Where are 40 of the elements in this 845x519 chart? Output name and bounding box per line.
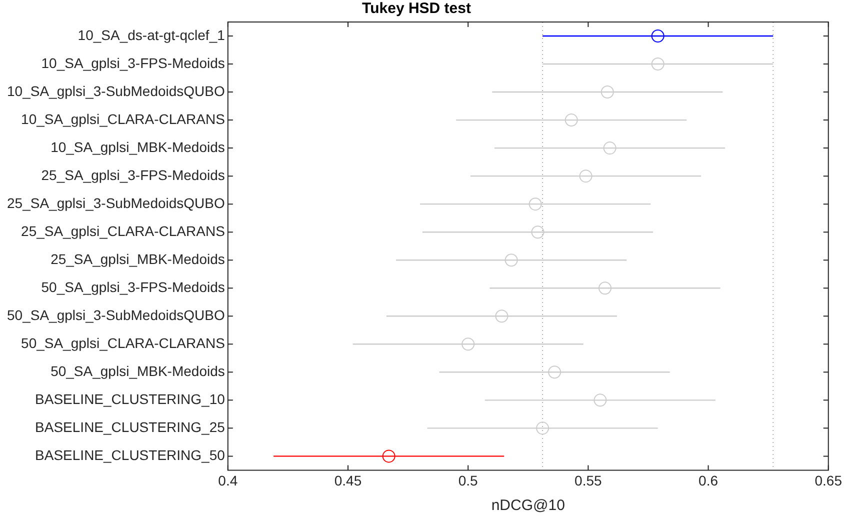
y-tick-label: 50_SA_gplsi_CLARA-CLARANS — [21, 335, 225, 352]
y-tick-label: 50_SA_gplsi_3-SubMedoidsQUBO — [6, 306, 226, 323]
y-tick-label: 25_SA_gplsi_MBK-Medoids — [50, 250, 225, 267]
y-tick-label: 10_SA_gplsi_3-FPS-Medoids — [41, 54, 225, 71]
y-tick-label: BASELINE_CLUSTERING_50 — [35, 447, 226, 464]
y-tick-label: 25_SA_gplsi_3-FPS-Medoids — [41, 166, 225, 183]
x-tick-label: 0.4 — [218, 472, 238, 488]
point — [598, 282, 612, 295]
y-tick-label: 10_SA_ds-at-gt-qclef_1 — [78, 26, 226, 43]
point — [536, 422, 550, 435]
point — [528, 198, 542, 211]
point — [594, 394, 607, 407]
y-tick-label: 10_SA_gplsi_3-SubMedoidsQUBO — [6, 82, 226, 99]
point — [504, 254, 518, 267]
point — [651, 58, 664, 71]
x-tick-label: 0.55 — [574, 472, 602, 488]
x-axis-title: nDCG@10 — [491, 497, 565, 514]
point — [382, 450, 396, 463]
point — [548, 366, 562, 379]
point — [651, 30, 664, 43]
y-tick-label: BASELINE_CLUSTERING_25 — [35, 419, 226, 436]
point — [531, 226, 544, 239]
x-tick-label: 0.65 — [814, 472, 842, 488]
y-tick-label: 25_SA_gplsi_3-SubMedoidsQUBO — [6, 194, 226, 211]
y-tick-label: 10_SA_gplsi_MBK-Medoids — [50, 138, 225, 155]
y-tick-label: 25_SA_gplsi_CLARA-CLARANS — [21, 222, 225, 239]
point — [600, 86, 614, 99]
y-tick-label: BASELINE_CLUSTERING_10 — [35, 391, 226, 408]
point — [579, 170, 592, 183]
y-tick-label: 10_SA_gplsi_CLARA-CLARANS — [21, 110, 225, 127]
point — [564, 114, 578, 127]
point — [462, 338, 475, 351]
y-tick-label: 50_SA_gplsi_MBK-Medoids — [50, 363, 225, 380]
point — [495, 310, 508, 323]
chart-title: Tukey HSD test — [362, 0, 471, 18]
y-tick-label: 50_SA_gplsi_3-FPS-Medoids — [41, 278, 225, 295]
x-tick-label: 0.45 — [334, 472, 362, 488]
point — [603, 142, 616, 155]
x-tick-label: 0.6 — [698, 472, 718, 488]
x-tick-label: 0.5 — [458, 472, 478, 488]
